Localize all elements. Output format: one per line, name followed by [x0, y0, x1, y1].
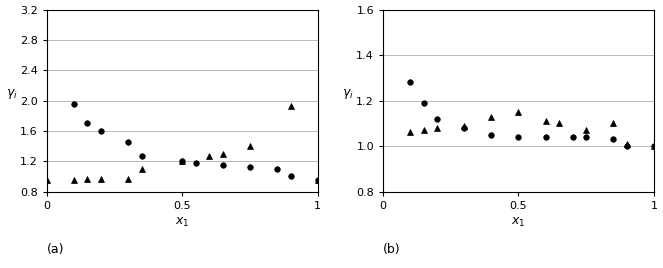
Y-axis label: $\gamma_i$: $\gamma_i$: [342, 87, 354, 100]
X-axis label: $x_1$: $x_1$: [511, 216, 526, 229]
Text: (b): (b): [383, 243, 400, 256]
X-axis label: $x_1$: $x_1$: [175, 216, 190, 229]
Text: (a): (a): [46, 243, 64, 256]
Y-axis label: $\gamma_i$: $\gamma_i$: [5, 87, 17, 100]
